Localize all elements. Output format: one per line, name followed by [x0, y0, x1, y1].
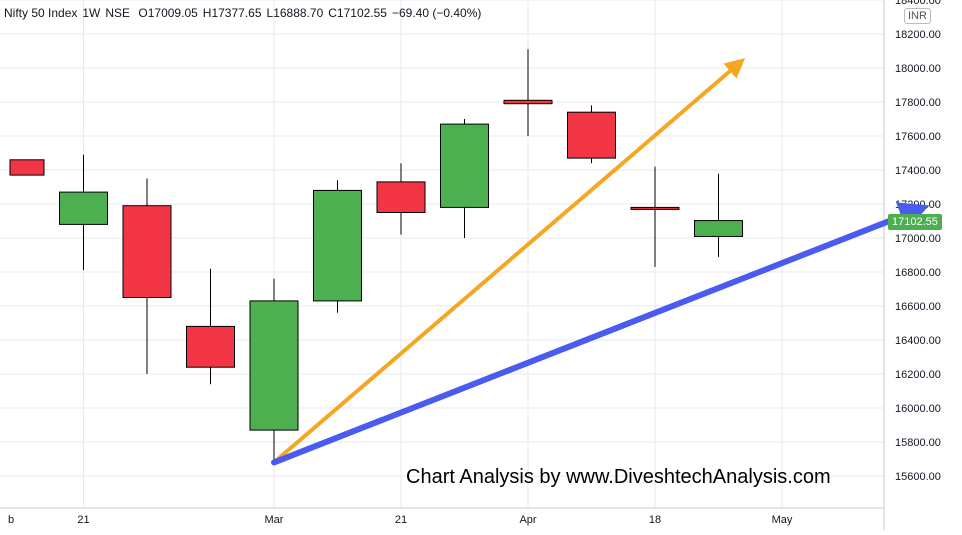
x-tick-label: 21 — [395, 514, 407, 526]
candle-body — [630, 206, 680, 210]
symbol-name: Nifty 50 Index — [4, 6, 78, 20]
x-tick-label: 18 — [649, 514, 661, 526]
y-tick-label: 15600.00 — [895, 471, 941, 483]
currency-badge[interactable]: INR — [904, 8, 931, 24]
x-tick-label: Mar — [265, 514, 284, 526]
candle-body — [694, 220, 743, 237]
y-tick-label: 17400.00 — [895, 165, 941, 177]
x-tick-label: Apr — [519, 514, 536, 526]
candle-body — [567, 111, 616, 159]
x-tick-label: 21 — [77, 514, 89, 526]
watermark-text: Chart Analysis by www.DiveshtechAnalysis… — [406, 466, 831, 488]
y-tick-label: 16600.00 — [895, 301, 941, 313]
candle-body — [503, 99, 553, 105]
y-tick-label: 18000.00 — [895, 63, 941, 75]
ohlc-high: H17377.65 — [202, 6, 262, 20]
candle-body — [59, 191, 108, 225]
y-tick-label: 17800.00 — [895, 97, 941, 109]
candle-body — [376, 181, 426, 213]
candle-body — [9, 159, 45, 176]
ohlc-close: C17102.55 — [328, 6, 387, 20]
last-price-label: 17102.55 — [888, 214, 942, 230]
y-tick-label: 18400.00 — [895, 0, 941, 7]
trend-arrow — [271, 202, 930, 466]
y-tick-label: 16200.00 — [895, 369, 941, 381]
ohlc-low: L16888.70 — [266, 6, 324, 20]
y-tick-label: 17600.00 — [895, 131, 941, 143]
y-tick-label: 17200.00 — [895, 199, 941, 211]
y-tick-label: 16800.00 — [895, 267, 941, 279]
candle-body — [249, 300, 299, 431]
y-tick-label: 18200.00 — [895, 29, 941, 41]
interval: 1W — [82, 6, 101, 20]
candle-body — [186, 325, 235, 368]
x-tick-label: b — [8, 514, 14, 526]
y-tick-label: 16000.00 — [895, 403, 941, 415]
x-tick-label: May — [772, 514, 793, 526]
y-tick-label: 16400.00 — [895, 335, 941, 347]
y-tick-label: 17000.00 — [895, 233, 941, 245]
exchange: NSE — [105, 6, 131, 20]
candle-body — [313, 189, 362, 302]
trend-arrow — [272, 58, 746, 465]
ohlc-open: O17009.05 — [138, 6, 198, 20]
ohlc-change: −69.40 (−0.40%) — [391, 6, 482, 20]
y-tick-label: 15800.00 — [895, 437, 941, 449]
candle-body — [122, 205, 172, 298]
candle-body — [440, 123, 489, 208]
chart-header: Nifty 50 Index 1W NSE O17009.05 H17377.65 L1… — [4, 6, 486, 20]
